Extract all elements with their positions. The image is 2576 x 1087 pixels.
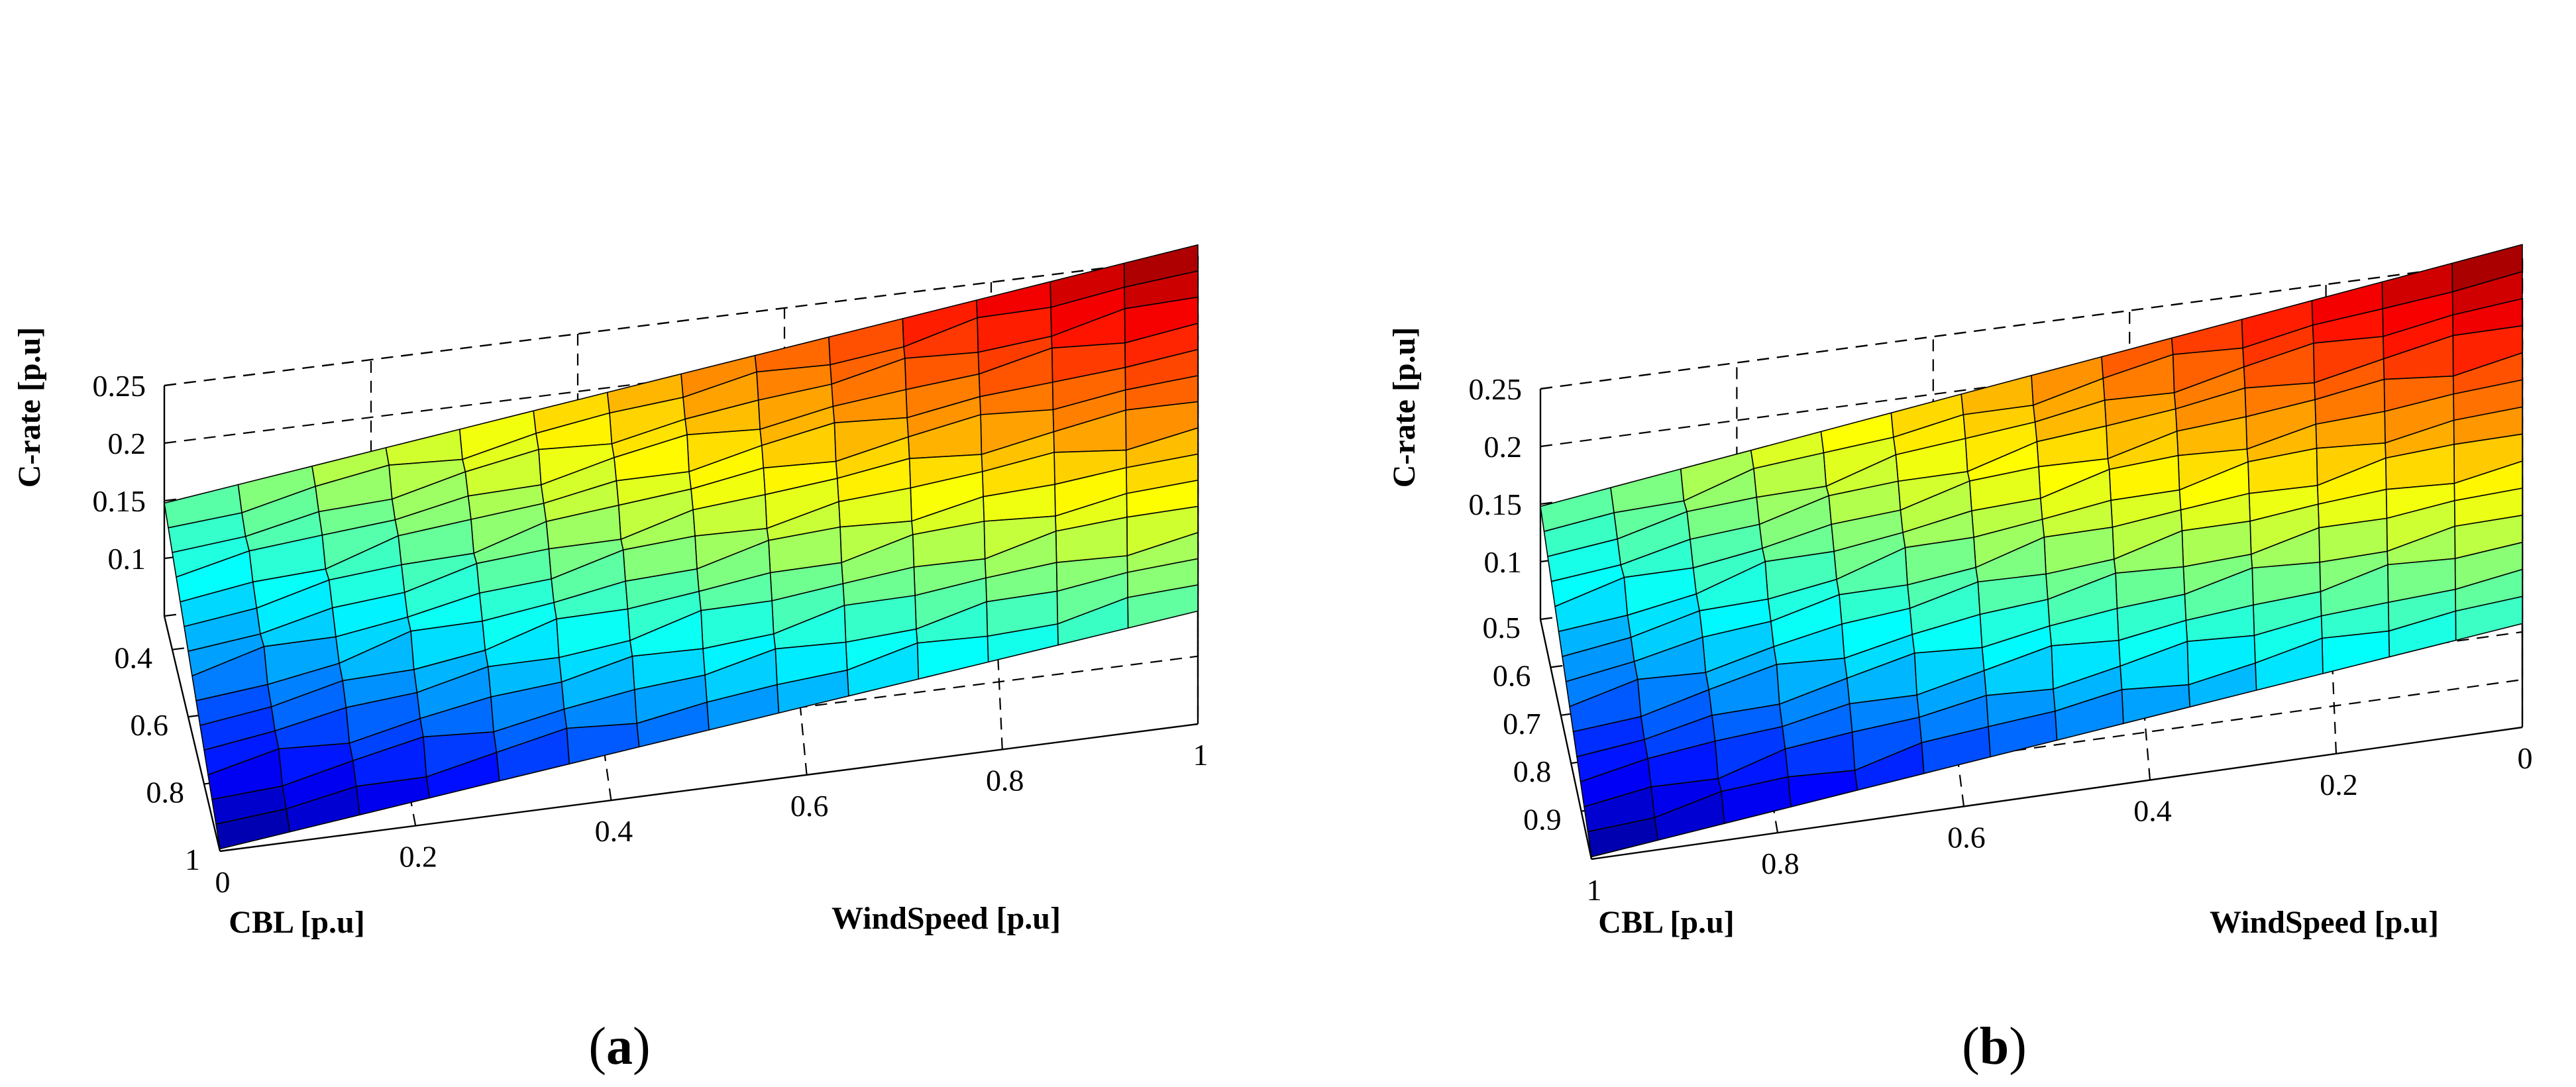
x-axis-line	[1539, 619, 1593, 860]
y-tick-label: 0.8	[986, 763, 1024, 797]
surface-b	[1540, 244, 2523, 858]
y-tick-label: 0.2	[399, 840, 437, 874]
xlabel-b: CBL [p.u]	[1598, 905, 1734, 940]
y-tick-label: 0.6	[1947, 820, 1986, 854]
surface-cell	[566, 723, 640, 765]
surface-cell	[385, 429, 463, 466]
zlabel-b: C-rate [p.u]	[1387, 327, 1422, 488]
y-axis-line	[219, 723, 1199, 853]
x-tick-label: 0.6	[131, 708, 169, 742]
x-tick-label: 1	[185, 843, 200, 876]
z-tick-label: 0.1	[108, 542, 146, 576]
xlabel-a: CBL [p.u]	[229, 905, 364, 940]
z-tick-label: 0.25	[93, 369, 146, 403]
surface-cell	[2322, 630, 2390, 674]
z-tick-label: 0.15	[93, 484, 146, 518]
y-tick-label: 0.2	[2320, 768, 2358, 802]
z-tick-label: 0.1	[1484, 545, 1523, 579]
y-tick-label: 0.4	[2133, 794, 2172, 828]
zlabel-a: C-rate [p.u]	[12, 327, 47, 488]
surface-a	[164, 244, 1199, 850]
x-tick-label: 0.6	[1493, 658, 1531, 692]
z-tick-label: 0.25	[1469, 372, 1523, 406]
surface-cell	[1587, 817, 1659, 858]
y-tick-label: 0	[215, 865, 231, 899]
ylabel-a: WindSpeed [p.u]	[832, 901, 1061, 936]
y-tick-label: 0.6	[790, 789, 829, 823]
z-tick-label: 0.2	[108, 427, 146, 460]
x-axis-line	[163, 615, 221, 852]
x-tick-label: 0.8	[1513, 754, 1552, 788]
tick-labels-b: 0.1 0.15 0.2 0.25 0.5 0.6 0.7 0.8 0.9 1 0.8 0.6 0.4 0…	[1469, 372, 2533, 907]
z-tick-label: 0.2	[1484, 430, 1523, 464]
surface-cell	[916, 635, 989, 680]
surface-plot-b: 0.1 0.15 0.2 0.25 0.5 0.6 0.7 0.8 0.9 1 0.8 0.6 0.4 0…	[1387, 244, 2533, 1076]
y-tick-label: 0.8	[1761, 847, 1799, 880]
surface-cell	[2121, 684, 2190, 725]
y-tick-label: 0.4	[595, 814, 633, 848]
ylabel-b: WindSpeed [p.u]	[2210, 905, 2439, 940]
z-tick-label: 0.15	[1469, 488, 1523, 521]
surface-cell	[1788, 770, 1858, 807]
x-tick-label: 0.8	[146, 776, 185, 809]
x-tick-label: 0.7	[1503, 707, 1541, 741]
x-tick-label: 0.9	[1523, 803, 1562, 837]
x-tick-label: 0.5	[1483, 611, 1521, 645]
x-tick-label: 0.4	[115, 641, 153, 675]
surface-cell	[215, 808, 291, 850]
y-axis-line	[1591, 726, 2523, 860]
panel-label-a: (a)	[588, 1017, 650, 1076]
y-tick-label: 1	[1193, 738, 1208, 772]
panel-label-b: (b)	[1962, 1017, 2027, 1076]
y-tick-label: 0	[2518, 741, 2533, 775]
y-tick-label: 1	[1587, 873, 1602, 907]
